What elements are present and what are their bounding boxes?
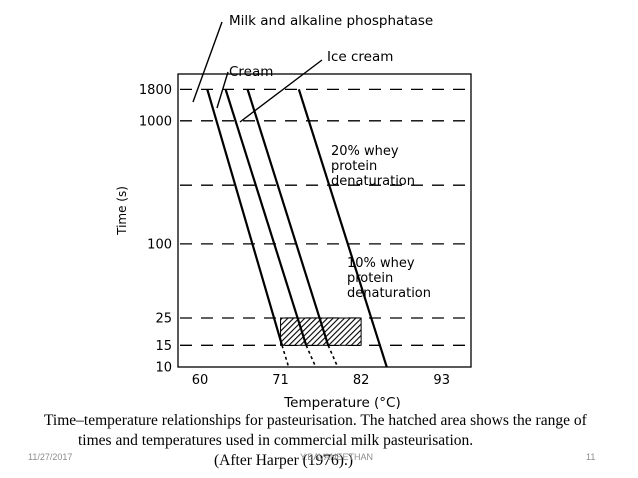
plot-frame — [177, 73, 472, 368]
annotation-10-whey-line: 10% whey — [347, 256, 415, 271]
series-extension-0 — [281, 345, 290, 368]
slide-number: 11 — [586, 452, 596, 462]
y-tick-label: 1800 — [139, 83, 172, 98]
annotation-20-whey-line: 20% whey — [331, 144, 399, 159]
series-line-1 — [224, 89, 308, 346]
series-line-2 — [246, 89, 330, 346]
y-tick-label: 10 — [155, 361, 172, 376]
figure-caption-line-1: Time–temperature relationships for paste… — [44, 412, 587, 429]
series-extension-1 — [305, 345, 317, 368]
annotation-cream: Cream — [229, 64, 273, 80]
y-tick-label: 25 — [155, 312, 172, 327]
annotation-10-whey-line: denaturation — [347, 286, 431, 301]
annotation-20-whey-line: denaturation — [331, 174, 415, 189]
leader-cream — [216, 71, 229, 109]
figure-caption-line-2: times and temperatures used in commercia… — [78, 432, 474, 449]
figure-caption-source: (After Harper (1976).) — [214, 452, 354, 469]
leader-milk — [192, 21, 223, 103]
y-axis-title: Time (s) — [115, 186, 129, 236]
x-tick-label: 93 — [433, 373, 450, 388]
x-tick-label: 60 — [192, 373, 209, 388]
y-tick-label: 1000 — [139, 114, 172, 129]
annotation-ice-cream: Ice cream — [327, 49, 393, 65]
y-tick-label: 100 — [147, 237, 172, 252]
series-line-3 — [297, 89, 388, 368]
series-extension-2 — [327, 345, 339, 368]
annotation-10-whey-line: protein — [347, 271, 393, 286]
x-axis-title: Temperature (°C) — [283, 395, 401, 410]
footer-date: 11/27/2017 — [28, 452, 73, 462]
footer-author: Y.BAVANEETHAN — [300, 452, 374, 462]
annotation-20-whey-line: protein — [331, 159, 377, 174]
annotation-milk: Milk and alkaline phosphatase — [229, 13, 433, 29]
pasteurisation-chart: 1800 1000 100 25 15 10 60 71 82 93 Temperature (°C… — [115, 13, 472, 410]
series-line-0 — [206, 89, 284, 346]
x-tick-label: 82 — [353, 373, 370, 388]
y-tick-label: 15 — [155, 339, 172, 354]
x-tick-label: 71 — [272, 373, 289, 388]
leader-ice-cream — [239, 59, 323, 123]
